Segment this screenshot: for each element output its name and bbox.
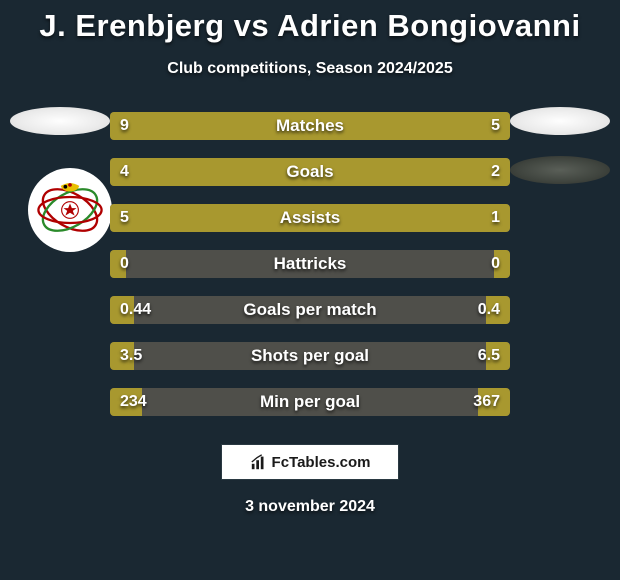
club-logo-left-1 bbox=[10, 107, 110, 135]
stat-label: Shots per goal bbox=[110, 346, 510, 366]
brand-text: FcTables.com bbox=[272, 454, 371, 471]
chart-icon bbox=[250, 453, 268, 471]
brand-badge[interactable]: FcTables.com bbox=[221, 444, 399, 480]
stat-bars: Matches95Goals42Assists51Hattricks00Goal… bbox=[110, 112, 510, 434]
stat-row: Hattricks0 0 bbox=[110, 250, 510, 278]
stat-value-right: 0.4 bbox=[478, 301, 500, 319]
stat-row: Goals per match0.44 0.4 bbox=[110, 296, 510, 324]
stat-value-left: 0.44 bbox=[120, 301, 151, 319]
stat-value-left: 9 bbox=[120, 117, 129, 135]
stat-value-right: 367 bbox=[473, 393, 500, 411]
stat-label: Hattricks bbox=[110, 254, 510, 274]
stat-row: Goals4 2 bbox=[110, 158, 510, 186]
stat-row: Min per goal234 367 bbox=[110, 388, 510, 416]
stat-value-left: 5 bbox=[120, 209, 129, 227]
content-wrapper: J. Erenbjerg vs Adrien Bongiovanni Club … bbox=[0, 0, 620, 580]
club-badge-icon bbox=[31, 171, 109, 249]
club-logo-right-1 bbox=[510, 107, 610, 135]
stat-value-right: 1 bbox=[491, 209, 500, 227]
stat-value-left: 234 bbox=[120, 393, 147, 411]
stat-value-left: 0 bbox=[120, 255, 129, 273]
stat-value-left: 3.5 bbox=[120, 347, 142, 365]
page-subtitle: Club competitions, Season 2024/2025 bbox=[0, 60, 620, 78]
stat-value-right: 5 bbox=[491, 117, 500, 135]
stat-row: Matches9 5 bbox=[110, 112, 510, 140]
stat-value-right: 6.5 bbox=[478, 347, 500, 365]
page-title: J. Erenbjerg vs Adrien Bongiovanni bbox=[0, 8, 620, 44]
stat-value-left: 4 bbox=[120, 163, 129, 181]
stat-value-right: 2 bbox=[491, 163, 500, 181]
date-label: 3 november 2024 bbox=[0, 498, 620, 516]
stat-label: Goals per match bbox=[110, 300, 510, 320]
stat-row: Shots per goal3.5 6.5 bbox=[110, 342, 510, 370]
club-logo-right-2 bbox=[510, 156, 610, 184]
stat-label: Min per goal bbox=[110, 392, 510, 412]
stat-label: Matches bbox=[110, 116, 510, 136]
stat-label: Goals bbox=[110, 162, 510, 182]
stat-value-right: 0 bbox=[491, 255, 500, 273]
stat-row: Assists5 1 bbox=[110, 204, 510, 232]
stat-label: Assists bbox=[110, 208, 510, 228]
club-logo-left-2 bbox=[28, 168, 112, 252]
comparison-area: Matches95Goals42Assists51Hattricks00Goal… bbox=[0, 112, 620, 432]
